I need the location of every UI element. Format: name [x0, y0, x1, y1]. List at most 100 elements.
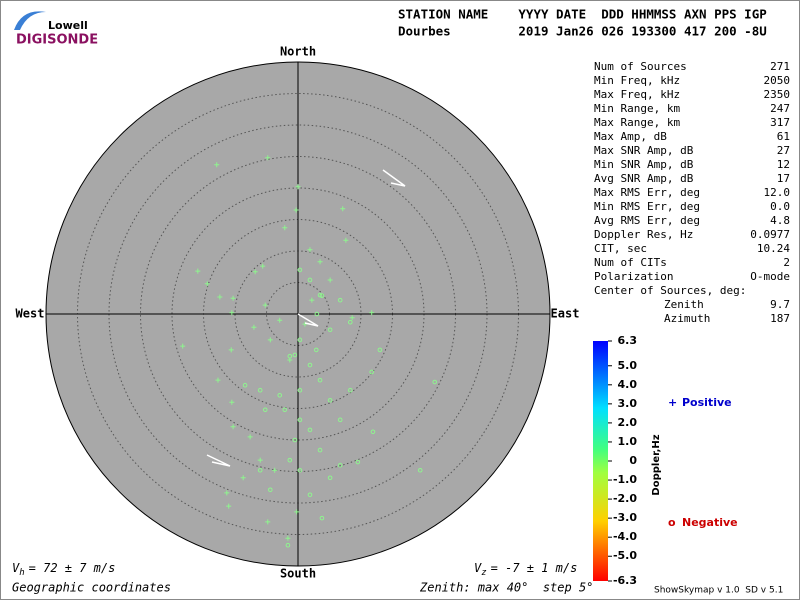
- colorbar-tick-label: -2.0: [613, 492, 637, 505]
- source-positive: [195, 268, 201, 274]
- source-negative: [317, 447, 323, 453]
- velocity-arrow: [206, 454, 231, 467]
- source-negative: [287, 457, 293, 463]
- source-negative: [257, 387, 263, 393]
- stat-value: 12.0: [764, 186, 791, 199]
- source-negative: [313, 347, 319, 353]
- source-positive: [285, 535, 291, 541]
- legend-marker: o: [668, 516, 676, 529]
- stat-value: 12: [777, 158, 790, 171]
- source-positive: [317, 259, 323, 265]
- source-positive: [257, 457, 263, 463]
- colorbar-tick-label: -3.0: [613, 511, 637, 524]
- stat-value: 61: [777, 130, 790, 143]
- zenith-note: Zenith: max 40° step 5°: [419, 581, 593, 595]
- stat-value: 0.0977: [750, 228, 790, 241]
- source-negative: [377, 347, 383, 353]
- source-positive: [265, 155, 271, 161]
- coords-note: Geographic coordinates: [12, 581, 171, 595]
- source-negative: [327, 327, 333, 333]
- source-positive: [295, 184, 301, 190]
- source-negative: [262, 407, 268, 413]
- source-negative: [292, 352, 298, 358]
- velocity-arrow: [297, 313, 319, 327]
- source-negative: [369, 369, 375, 375]
- source-negative: [292, 437, 298, 443]
- colorbar-tick-label: -4.0: [613, 530, 637, 543]
- dir-south: South: [280, 567, 316, 581]
- source-positive: [277, 317, 283, 323]
- stat-value: 247: [770, 102, 790, 115]
- colorbar-tick-label: -5.0: [613, 549, 637, 562]
- source-negative: [432, 379, 438, 385]
- source-positive: [252, 269, 258, 275]
- source-negative: [257, 467, 263, 473]
- source-positive: [369, 310, 375, 316]
- source-positive: [224, 490, 230, 496]
- source-negative: [287, 353, 293, 359]
- source-negative: [337, 462, 343, 468]
- source-positive: [229, 399, 235, 405]
- vz-label: Vz = -7 ± 1 m/s: [474, 561, 577, 578]
- stat-label: Num of Sources: [594, 60, 687, 73]
- colorbar-tick-label: 2.0: [618, 416, 638, 429]
- source-negative: [282, 407, 288, 413]
- source-positive: [309, 297, 315, 303]
- source-negative: [242, 382, 248, 388]
- source-positive: [240, 475, 246, 481]
- stat-value: 271: [770, 60, 790, 73]
- vh-label: Vh = 72 ± 7 m/s: [12, 561, 115, 578]
- zenith-value: 9.7: [770, 298, 790, 311]
- stat-value: 10.24: [757, 242, 790, 255]
- stat-value: 4.8: [770, 214, 790, 227]
- stat-value: 17: [777, 172, 790, 185]
- source-positive: [204, 281, 210, 287]
- stat-label: Max Amp, dB: [594, 130, 667, 143]
- dir-east: East: [551, 307, 580, 321]
- source-negative: [307, 492, 313, 498]
- stat-label: Doppler Res, Hz: [594, 228, 693, 241]
- stat-value: 2: [783, 256, 790, 269]
- legend-marker: +: [668, 396, 677, 409]
- source-positive: [349, 315, 355, 321]
- source-negative: [337, 297, 343, 303]
- source-positive: [230, 295, 236, 301]
- zenith-label: Zenith: [664, 298, 704, 311]
- stat-label: CIT, sec: [594, 242, 647, 255]
- source-positive: [272, 467, 278, 473]
- source-negative: [267, 487, 273, 493]
- source-positive: [217, 294, 223, 300]
- source-negative: [297, 337, 303, 343]
- version: ShowSkymap v 1.0 SD v 5.1: [654, 586, 783, 596]
- source-positive: [230, 424, 236, 430]
- source-positive: [228, 347, 234, 353]
- source-positive: [262, 302, 268, 308]
- stat-value: O-mode: [750, 270, 790, 283]
- source-positive: [343, 237, 349, 243]
- logo-swoosh: [14, 11, 46, 30]
- source-negative: [297, 417, 303, 423]
- source-positive: [214, 162, 220, 168]
- source-positive: [282, 225, 288, 231]
- stat-label: Max Range, km: [594, 116, 680, 129]
- stat-label: Num of CITs: [594, 256, 667, 269]
- source-positive: [265, 519, 271, 525]
- source-negative: [347, 387, 353, 393]
- legend-label: Positive: [682, 396, 732, 409]
- source-positive: [294, 509, 300, 515]
- source-positive: [267, 337, 273, 343]
- source-positive: [307, 247, 313, 253]
- colorbar-tick-label: -1.0: [613, 473, 637, 486]
- stat-value: 0.0: [770, 200, 790, 213]
- source-negative: [307, 362, 313, 368]
- header-labels: STATION NAME YYYY DATE DDD HHMMSS AXN PP…: [398, 7, 767, 22]
- azimuth-label: Azimuth: [664, 312, 710, 325]
- source-positive: [293, 207, 299, 213]
- source-negative: [337, 417, 343, 423]
- source-negative: [327, 398, 333, 403]
- source-negative: [417, 467, 423, 473]
- source-positive: [251, 324, 257, 330]
- source-negative: [277, 392, 283, 398]
- colorbar-label: Doppler,Hz: [651, 434, 662, 495]
